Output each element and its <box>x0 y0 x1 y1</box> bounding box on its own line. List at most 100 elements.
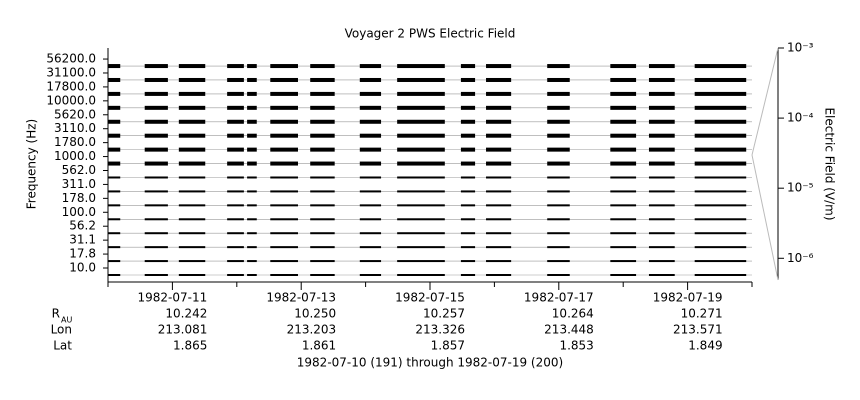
scale-link <box>751 47 779 156</box>
data-segment <box>227 246 244 249</box>
ephemeris-value: 10.264 <box>552 307 594 321</box>
data-segment <box>694 218 747 221</box>
data-segment <box>547 274 570 276</box>
data-segment <box>227 105 244 110</box>
ephemeris-value: 213.326 <box>415 323 465 337</box>
data-segment <box>359 176 382 179</box>
data-segment <box>144 133 168 138</box>
data-segment <box>178 246 206 249</box>
y2-tick-label: 10⁻⁶ <box>787 251 814 265</box>
data-segment <box>144 260 168 263</box>
data-segment <box>108 232 121 235</box>
data-segment <box>397 176 445 179</box>
data-segment <box>270 232 298 235</box>
data-segment <box>610 64 637 69</box>
data-segment <box>144 91 168 96</box>
data-segment <box>144 190 168 193</box>
data-segment <box>610 260 637 263</box>
data-segment <box>310 119 335 124</box>
data-segment <box>648 232 675 235</box>
data-segment <box>178 260 206 263</box>
data-segment <box>648 133 675 138</box>
data-segment <box>108 147 121 152</box>
data-segment <box>547 218 570 221</box>
data-segment <box>397 190 445 193</box>
data-segment <box>270 133 298 138</box>
data-segment <box>270 190 298 193</box>
data-segment <box>178 232 206 235</box>
ephemeris-value: 213.203 <box>287 323 337 337</box>
data-segment <box>247 77 257 82</box>
data-segment <box>460 161 476 166</box>
data-segment <box>460 105 476 110</box>
data-segment <box>359 232 382 235</box>
data-segment <box>648 176 675 179</box>
ephemeris-value: 10.257 <box>423 307 465 321</box>
data-segment <box>270 119 298 124</box>
data-segment <box>227 176 244 179</box>
data-segment <box>547 260 570 263</box>
ephemeris-value: 213.571 <box>673 323 723 337</box>
data-segment <box>108 218 121 221</box>
data-segment <box>547 105 570 110</box>
data-segment <box>178 218 206 221</box>
data-segment <box>397 119 445 124</box>
data-segment <box>310 147 335 152</box>
data-segment <box>610 161 637 166</box>
data-segment <box>227 147 244 152</box>
data-segment <box>610 91 637 96</box>
data-segment <box>144 232 168 235</box>
data-segment <box>227 232 244 235</box>
x-tick-label: 1982-07-11 <box>138 291 208 305</box>
data-segment <box>486 232 512 235</box>
data-segment <box>397 91 445 96</box>
data-segment <box>397 105 445 110</box>
data-segment <box>359 161 382 166</box>
data-segment <box>486 147 512 152</box>
data-segment <box>397 133 445 138</box>
data-segment <box>547 133 570 138</box>
data-segment <box>310 246 335 249</box>
y-tick-label: 1780.0 <box>54 135 96 149</box>
data-segment <box>108 77 121 82</box>
y-tick-label: 31100.0 <box>46 65 96 79</box>
data-segment <box>460 274 476 276</box>
data-segment <box>310 105 335 110</box>
data-segment <box>610 147 637 152</box>
data-segment <box>310 64 335 69</box>
ephemeris-value: 213.448 <box>544 323 594 337</box>
y-axis-label: Frequency (Hz) <box>25 119 39 210</box>
data-segment <box>610 77 637 82</box>
data-segment <box>247 105 257 110</box>
data-segment <box>144 119 168 124</box>
data-segment <box>270 204 298 207</box>
data-segment <box>648 246 675 249</box>
data-segment <box>460 133 476 138</box>
data-segment <box>247 218 257 221</box>
data-segment <box>694 204 747 207</box>
y-tick-label: 1000.0 <box>54 149 96 163</box>
data-segment <box>359 64 382 69</box>
data-segment <box>460 77 476 82</box>
data-segment <box>247 161 257 166</box>
data-segment <box>270 246 298 249</box>
data-segment <box>648 64 675 69</box>
data-segment <box>227 119 244 124</box>
data-segment <box>610 105 637 110</box>
data-segment <box>270 260 298 263</box>
y-tick-label: 178.0 <box>62 191 96 205</box>
data-segment <box>460 260 476 263</box>
data-segment <box>486 105 512 110</box>
data-segment <box>460 64 476 69</box>
data-segment <box>359 260 382 263</box>
data-segment <box>108 190 121 193</box>
data-segment <box>144 246 168 249</box>
data-segment <box>694 147 747 152</box>
data-segment <box>178 190 206 193</box>
data-segment <box>359 274 382 276</box>
data-segment <box>486 260 512 263</box>
data-segment <box>547 64 570 69</box>
ephemeris-label: Lon <box>51 323 72 337</box>
data-segment <box>247 246 257 249</box>
data-segment <box>247 260 257 263</box>
